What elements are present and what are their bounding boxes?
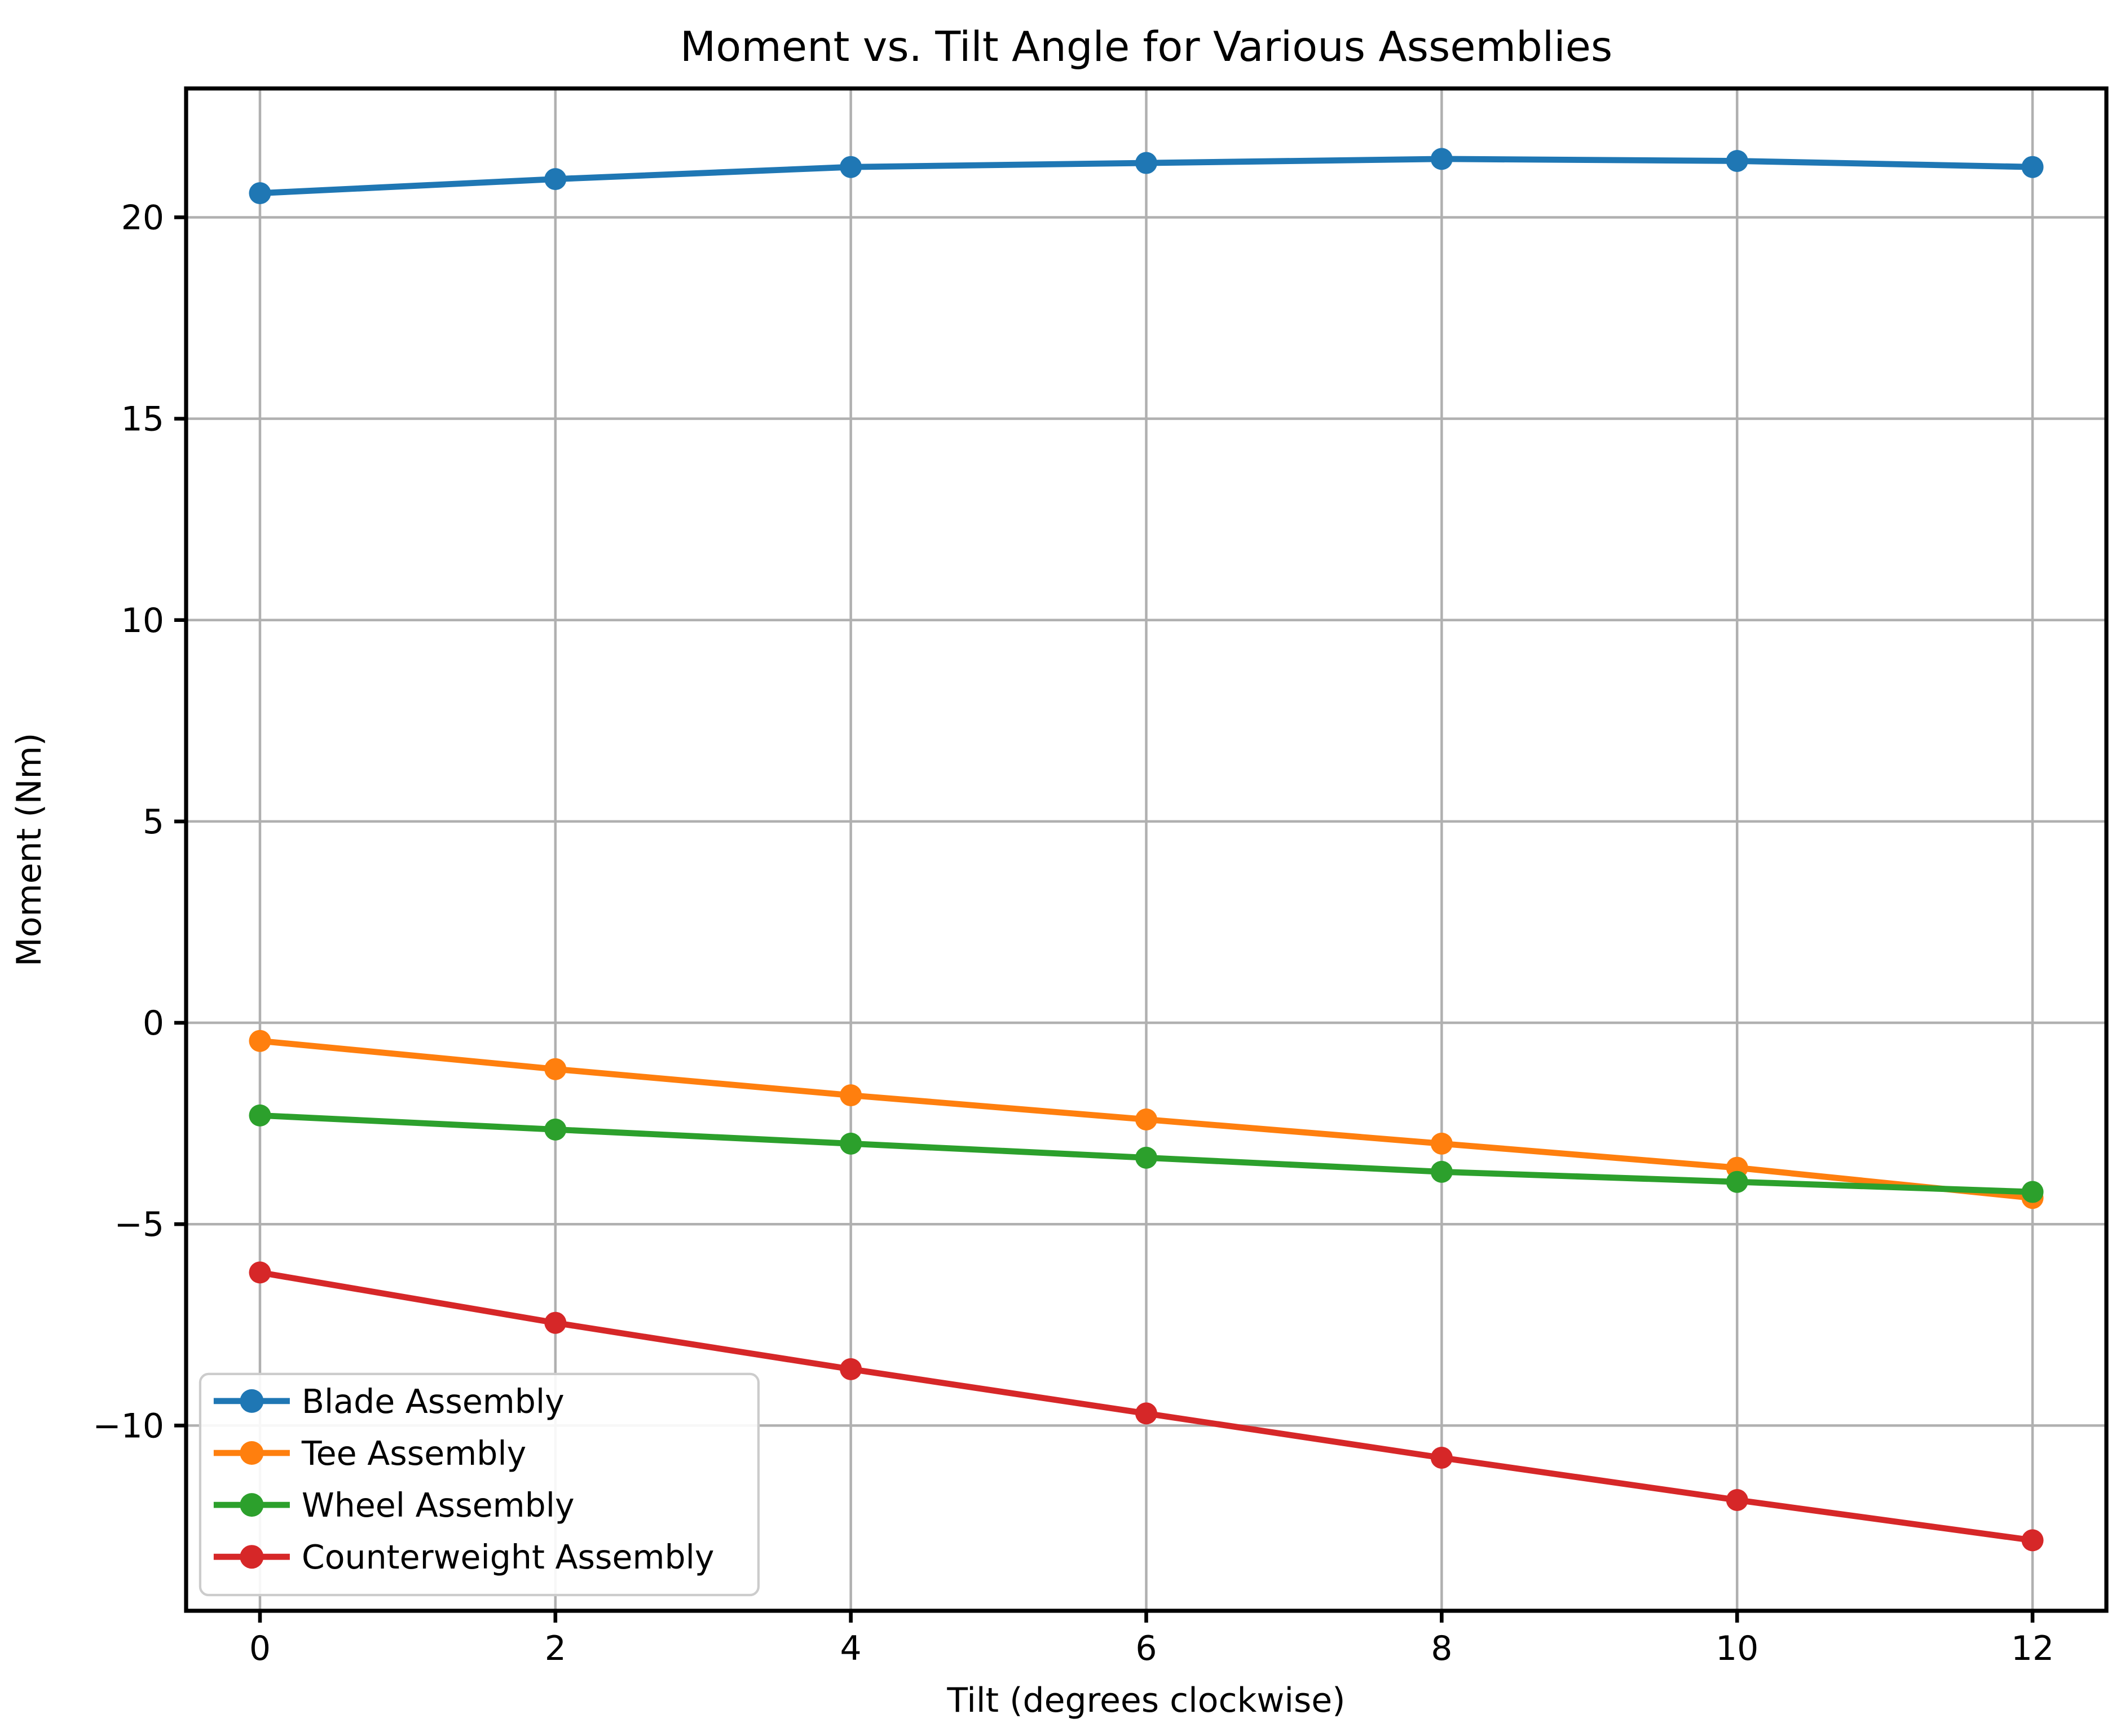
data-point-marker [1726, 1488, 1748, 1511]
legend-entry-label: Counterweight Assembly [302, 1538, 715, 1576]
x-tick-label: 10 [1716, 1629, 1758, 1668]
data-point-marker [2021, 1181, 2044, 1203]
data-point-marker [1430, 1446, 1453, 1469]
x-tick-label: 12 [2011, 1629, 2054, 1668]
y-tick-label: 10 [121, 601, 164, 640]
x-tick-label: 4 [840, 1629, 862, 1668]
data-point-marker [544, 1118, 567, 1141]
legend-entry-label: Tee Assembly [301, 1434, 526, 1473]
x-tick-label: 0 [249, 1629, 271, 1668]
legend-entry-label: Wheel Assembly [302, 1486, 575, 1525]
tick-layer: 0 2 4 6 8 10 12 −10 −5 0 5 10 15 20 [92, 198, 2054, 1668]
data-point-marker [544, 168, 567, 191]
y-tick-label: 0 [143, 1004, 164, 1043]
data-point-marker [1135, 1108, 1157, 1130]
y-tick-label: 15 [121, 400, 164, 439]
data-point-marker [2021, 156, 2044, 178]
data-point-marker [1430, 1160, 1453, 1183]
data-point-marker [840, 1358, 862, 1380]
x-tick-label: 2 [545, 1629, 566, 1668]
data-point-marker [249, 1030, 271, 1052]
data-point-marker [1726, 1170, 1748, 1193]
data-point-marker [1430, 148, 1453, 170]
y-axis-label: Moment (Nm) [10, 733, 49, 967]
y-tick-label: −10 [92, 1406, 164, 1446]
data-point-marker [840, 1084, 862, 1107]
data-point-marker [840, 156, 862, 178]
data-point-marker [1430, 1132, 1453, 1155]
legend-marker-dot [240, 1493, 264, 1517]
y-tick-label: 5 [143, 802, 164, 842]
legend-entry-label: Blade Assembly [302, 1382, 565, 1421]
x-tick-label: 6 [1135, 1629, 1157, 1668]
legend-marker-dot [240, 1545, 264, 1569]
x-tick-label: 8 [1431, 1629, 1452, 1668]
y-tick-label: 20 [121, 198, 164, 237]
data-point-marker [1135, 1146, 1157, 1169]
y-tick-label: −5 [114, 1205, 164, 1244]
data-point-marker [249, 182, 271, 205]
data-point-marker [2021, 1529, 2044, 1552]
legend-marker-dot [240, 1441, 264, 1465]
data-point-marker [840, 1132, 862, 1155]
legend-box [199, 1372, 760, 1597]
data-point-marker [1135, 1402, 1157, 1425]
data-point-marker [249, 1261, 271, 1284]
data-point-marker [249, 1104, 271, 1127]
series-layer [249, 148, 2044, 1552]
x-axis-label: Tilt (degrees clockwise) [946, 1681, 1345, 1720]
data-point-marker [544, 1058, 567, 1080]
legend: Blade Assembly Tee Assembly Wheel Assembly… [199, 1372, 760, 1597]
data-point-marker [1135, 152, 1157, 174]
chart-title: Moment vs. Tilt Angle for Various Assemb… [680, 23, 1612, 71]
data-point-marker [544, 1311, 567, 1334]
data-point-marker [1726, 149, 1748, 172]
legend-marker-dot [240, 1389, 264, 1413]
